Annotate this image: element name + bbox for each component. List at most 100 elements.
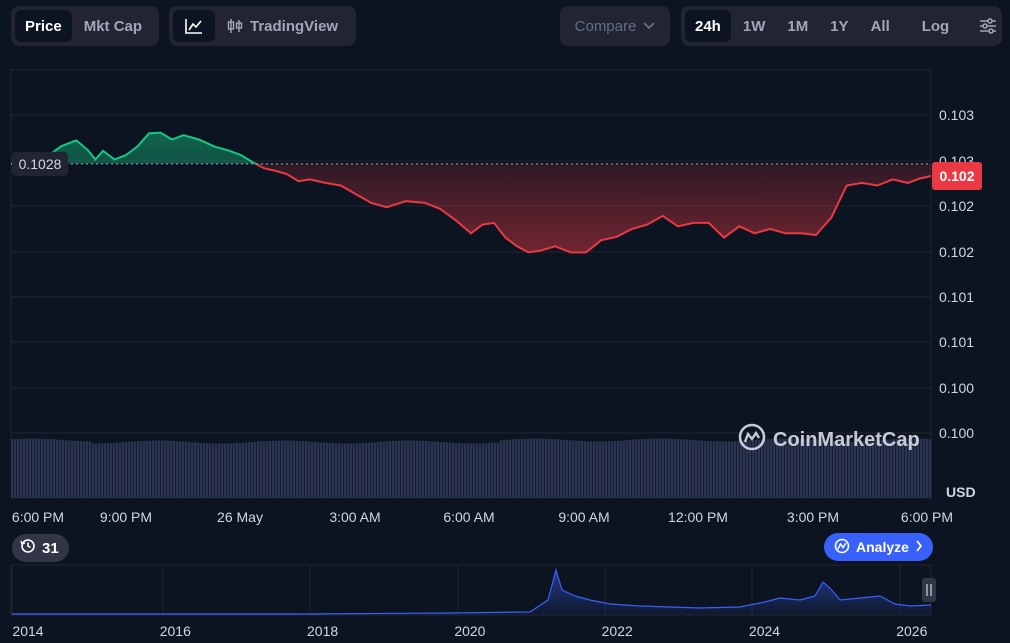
line-chart-icon — [185, 18, 203, 34]
volume-bar — [629, 439, 632, 498]
range-1m[interactable]: 1M — [787, 17, 809, 35]
volume-bar — [233, 443, 236, 498]
price-line-down — [11, 163, 932, 254]
volume-bar — [83, 441, 86, 498]
volume-bar — [779, 438, 782, 498]
volume-bar — [491, 442, 494, 498]
volume-bar — [89, 441, 92, 498]
volume-bar — [623, 440, 626, 498]
volume-bar — [806, 439, 809, 498]
volume-bar — [92, 443, 95, 498]
volume-bar — [602, 441, 605, 498]
volume-bar — [374, 442, 377, 498]
volume-bar — [842, 441, 845, 498]
range-navigator[interactable]: 2014 2016 2018 2020 2022 2024 2026 — [10, 564, 936, 639]
volume-bar — [416, 440, 419, 498]
volume-bar — [20, 438, 23, 498]
volume-bar — [770, 438, 773, 498]
volume-bar — [611, 441, 614, 498]
volume-bar — [905, 438, 908, 498]
volume-bar — [908, 438, 911, 498]
volume-bar — [896, 438, 899, 498]
range-all[interactable]: All — [870, 17, 890, 35]
volume-bar — [503, 439, 506, 498]
chart-settings-button[interactable] — [971, 10, 1005, 42]
price-tab[interactable]: Price — [15, 10, 72, 42]
chevron-right-icon — [915, 539, 923, 555]
volume-bar — [410, 440, 413, 498]
volume-bar — [440, 442, 443, 498]
tradingview-button[interactable]: TradingView — [217, 10, 348, 42]
volume-bar — [461, 443, 464, 498]
volume-bar — [107, 443, 110, 498]
volume-bar — [818, 440, 821, 498]
market-cap-tab[interactable]: Mkt Cap — [83, 17, 143, 35]
volume-bar — [509, 439, 512, 498]
x-tick-label: 6:00 AM — [443, 509, 494, 525]
range-1y[interactable]: 1Y — [830, 17, 849, 35]
volume-bar — [113, 442, 116, 498]
volume-bar — [839, 441, 842, 498]
volume-bar — [716, 441, 719, 498]
volume-bar — [140, 441, 143, 498]
volume-bar — [209, 443, 212, 498]
volume-bar — [467, 443, 470, 498]
x-tick-label: 6:00 PM — [901, 509, 953, 525]
log-scale-toggle[interactable]: Log — [921, 17, 950, 35]
volume-bar — [914, 438, 917, 498]
volume-bar — [230, 443, 233, 498]
volume-bar — [131, 441, 134, 498]
compare-label-wrap: Compare — [565, 10, 666, 42]
volume-bar — [308, 441, 311, 498]
volume-bar — [35, 438, 38, 498]
compare-label: Compare — [574, 17, 637, 35]
volume-bar — [653, 438, 656, 498]
volume-bar — [260, 441, 263, 498]
volume-bar — [335, 443, 338, 498]
compare-dropdown[interactable]: Compare — [560, 6, 670, 46]
volume-bar — [677, 439, 680, 498]
volume-bar — [644, 438, 647, 498]
volume-bar — [755, 439, 758, 498]
history-badge[interactable]: 31 — [12, 534, 69, 562]
volume-bar — [872, 440, 875, 498]
volume-bar — [869, 440, 872, 498]
navigator-year-label: 2016 — [160, 623, 191, 639]
volume-bar — [299, 440, 302, 498]
volume-bar — [449, 442, 452, 498]
volume-bar — [356, 443, 359, 498]
analyze-button[interactable]: Analyze — [824, 533, 933, 561]
volume-bar — [161, 440, 164, 498]
navigator-year-label: 2018 — [307, 623, 338, 639]
y-tick-label: 0.100 — [939, 380, 974, 396]
volume-bar — [29, 438, 32, 498]
volume-bar — [527, 438, 530, 498]
volume-bar — [80, 441, 83, 498]
volume-bar — [515, 439, 518, 498]
volume-bar — [605, 441, 608, 498]
price-line-up — [10, 131, 258, 164]
line-chart-button[interactable] — [173, 10, 215, 42]
volume-bar — [362, 443, 365, 498]
volume-bar — [137, 441, 140, 498]
volume-bar — [737, 441, 740, 498]
volume-bar — [797, 438, 800, 498]
y-tick-label: 0.102 — [939, 198, 974, 214]
currency-label: USD — [946, 484, 976, 500]
volume-bar — [47, 438, 50, 498]
candlestick-icon — [227, 18, 243, 34]
volume-bar — [176, 441, 179, 498]
volume-bar — [626, 440, 629, 498]
volume-bar — [185, 441, 188, 498]
x-tick-label: 26 May — [217, 509, 263, 525]
range-1w[interactable]: 1W — [742, 17, 766, 35]
volume-bar — [815, 439, 818, 498]
x-tick-label: 3:00 AM — [329, 509, 380, 525]
range-24h[interactable]: 24h — [685, 10, 731, 42]
volume-bar — [317, 442, 320, 498]
volume-bar — [734, 441, 737, 498]
volume-bar — [50, 439, 53, 498]
chart-type-toolbar: Price Mkt Cap — [11, 6, 159, 46]
navigator-year-label: 2026 — [896, 623, 927, 639]
